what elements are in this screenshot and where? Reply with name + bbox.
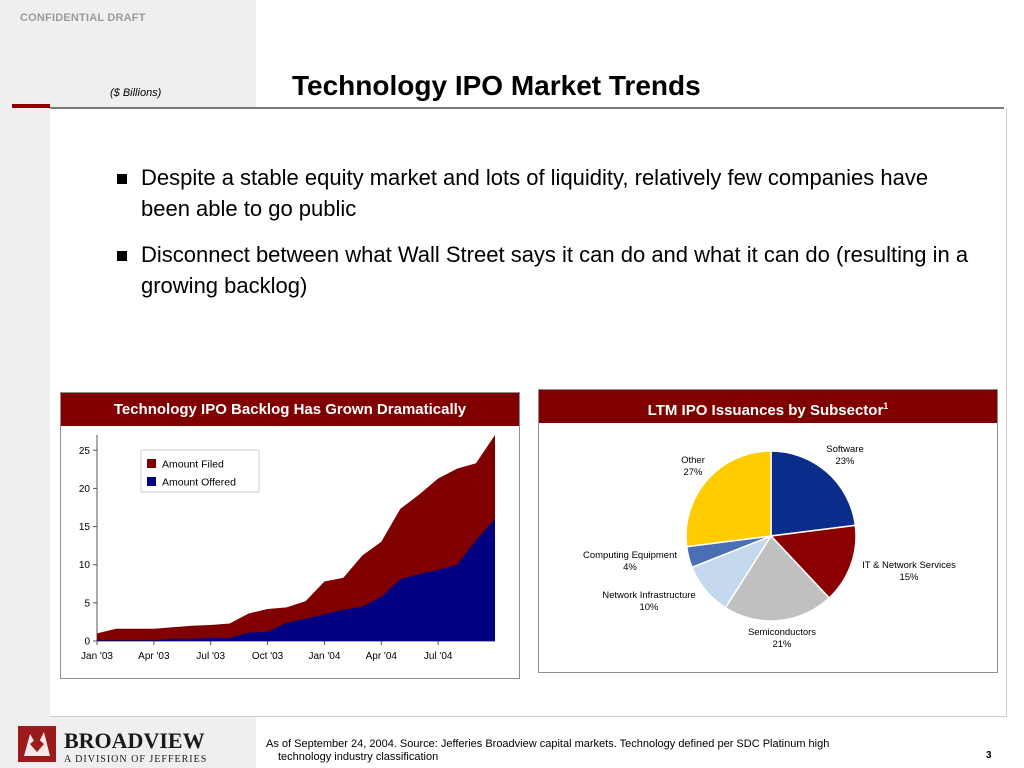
y-tick-label: 15 <box>79 522 91 533</box>
pie-pct-label: 15% <box>899 572 919 583</box>
subsector-chart-title: LTM IPO Issuances by Subsector1 <box>539 390 997 423</box>
backlog-chart-panel: Technology IPO Backlog Has Grown Dramati… <box>60 392 520 679</box>
pie-label: Semiconductors <box>748 627 816 638</box>
x-tick-label: Jan '04 <box>308 651 340 662</box>
legend-label: Amount Offered <box>162 477 236 489</box>
logo-text: BROADVIEW <box>64 728 205 753</box>
chart-legend: Amount Filed Amount Offered <box>140 449 260 493</box>
pie-label: Network Infrastructure <box>602 590 695 601</box>
bullet-item: Disconnect between what Wall Street says… <box>115 239 975 301</box>
title-divider <box>50 107 1004 109</box>
bullet-item: Despite a stable equity market and lots … <box>115 162 975 224</box>
page-title: Technology IPO Market Trends <box>292 70 701 101</box>
x-tick-label: Apr '03 <box>138 651 170 662</box>
pie-pct-label: 23% <box>835 456 855 467</box>
pie-pct-label: 21% <box>772 639 792 650</box>
footnote: As of September 24, 2004. Source: Jeffer… <box>266 738 830 763</box>
x-tick-label: Apr '04 <box>366 651 398 662</box>
legend-label: Amount Filed <box>162 459 224 471</box>
x-tick-label: Jul '03 <box>196 651 225 662</box>
pie-slice-it-network-services <box>769 524 857 600</box>
bullet-square-icon <box>117 174 127 184</box>
pie-slice-software <box>770 450 857 537</box>
pie-slice-other <box>685 450 772 548</box>
pie-pct-label: 4% <box>623 562 637 573</box>
broadview-logo: BROADVIEW A DIVISION OF JEFFERIES <box>18 726 207 765</box>
backlog-area-chart: 0 5 10 15 20 25 Jan '03 Apr '03 Jul '03 Oct '03 Ja… <box>79 435 495 662</box>
pie-label: Other <box>681 455 705 466</box>
x-tick-label: Oct '03 <box>252 651 284 662</box>
backlog-chart-title: Technology IPO Backlog Has Grown Dramati… <box>61 393 519 426</box>
x-tick-label: Jan '03 <box>81 651 113 662</box>
pie-pct-label: 10% <box>639 602 659 613</box>
y-tick-label: 0 <box>84 637 90 648</box>
legend-swatch <box>147 477 156 486</box>
legend-swatch <box>147 459 156 468</box>
pie-label: Software <box>826 444 864 455</box>
pie-label: Computing Equipment <box>583 550 677 561</box>
subsector-chart-panel: LTM IPO Issuances by Subsector1 Software… <box>538 389 998 673</box>
y-tick-label: 20 <box>79 484 91 495</box>
accent-bar <box>12 104 50 108</box>
pie-pct-label: 27% <box>683 467 703 478</box>
pie-slice-semiconductors <box>724 534 831 622</box>
area-series-amount-offered <box>97 518 495 641</box>
logo-subtext: A DIVISION OF JEFFERIES <box>64 754 207 765</box>
y-tick-label: 10 <box>79 560 91 571</box>
units-label: ($ Billions) <box>110 87 162 99</box>
y-tick-label: 25 <box>79 446 91 457</box>
y-tick-label: 5 <box>84 598 90 609</box>
pie-label: IT & Network Services <box>862 560 956 571</box>
legend-box <box>140 449 260 493</box>
confidential-label: CONFIDENTIAL DRAFT <box>20 12 146 24</box>
bullet-square-icon <box>117 251 127 261</box>
bullet-list: Despite a stable equity market and lots … <box>115 162 975 316</box>
page-number: 3 <box>986 750 992 761</box>
x-tick-label: Jul '04 <box>424 651 453 662</box>
